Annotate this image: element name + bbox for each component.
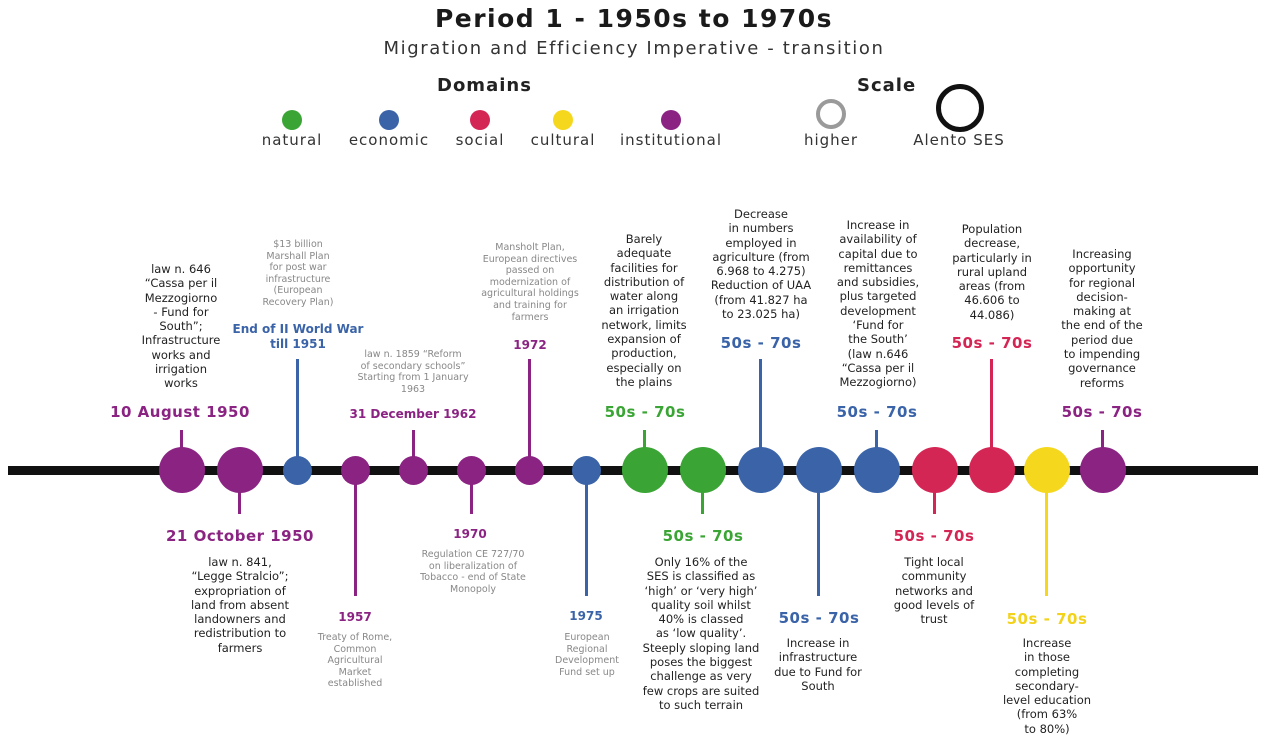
higher-scale-ring — [816, 99, 846, 129]
event-description: law n. 646 “Cassa per il Mezzogiorno - F… — [141, 262, 221, 391]
event-node-natural — [680, 447, 726, 493]
event-description: Tight local community networks and good … — [893, 555, 975, 627]
event-date: 50s - 70s — [662, 527, 744, 545]
event-date: 50s - 70s — [720, 334, 802, 352]
event-stem — [296, 359, 299, 465]
natural-legend-label: natural — [261, 131, 323, 149]
event-date: 1957 — [338, 610, 372, 624]
social-legend-label: social — [455, 131, 505, 149]
event-node-institutional — [217, 447, 263, 493]
event-date: 50s - 70s — [778, 609, 860, 627]
domains-legend-title: Domains — [437, 75, 532, 96]
event-node-social — [912, 447, 958, 493]
event-node-natural — [622, 447, 668, 493]
event-date: 50s - 70s — [604, 403, 686, 421]
event-date: 10 August 1950 — [110, 403, 250, 421]
cultural-legend-dot — [553, 110, 573, 130]
event-description: Barely adequate facilities for distribut… — [601, 232, 687, 389]
alento-ses-scale-ring — [936, 84, 984, 132]
event-stem — [470, 472, 473, 514]
event-stem — [759, 359, 762, 465]
event-node-institutional — [341, 456, 370, 485]
page-subtitle: Migration and Efficiency Imperative - tr… — [383, 38, 885, 59]
event-node-cultural — [1024, 447, 1070, 493]
event-description: Increase in availability of capital due … — [836, 218, 920, 390]
economic-legend-label: economic — [348, 131, 430, 149]
event-description: Increasing opportunity for regional deci… — [1061, 247, 1143, 390]
event-stem — [238, 472, 241, 514]
event-date: 1970 — [453, 527, 487, 541]
cultural-legend-label: cultural — [530, 131, 596, 149]
event-description: $13 billion Marshall Plan for post war i… — [262, 239, 334, 308]
event-stem — [933, 472, 936, 514]
event-stem — [1045, 472, 1048, 596]
event-node-economic — [283, 456, 312, 485]
event-stem — [412, 430, 415, 465]
event-node-economic — [854, 447, 900, 493]
event-description: Increase in those completing secondary- … — [1002, 636, 1092, 736]
event-description: European Regional Development Fund set u… — [555, 632, 619, 678]
event-date: End of II World War till 1951 — [232, 322, 364, 351]
event-stem — [585, 472, 588, 596]
page-title: Period 1 - 1950s to 1970s — [434, 4, 834, 33]
event-date: 50s - 70s — [951, 334, 1033, 352]
event-date: 1975 — [569, 609, 603, 623]
event-description: Increase in infrastructure due to Fund f… — [774, 636, 862, 693]
event-date: 50s - 70s — [1061, 403, 1143, 421]
event-node-economic — [738, 447, 784, 493]
alento-ses-scale-label: Alento SES — [913, 131, 1005, 149]
event-stem — [990, 359, 993, 465]
event-node-institutional — [1080, 447, 1126, 493]
event-stem — [817, 472, 820, 596]
event-description: law n. 841, “Legge Stralcio”; expropriat… — [190, 555, 290, 655]
social-legend-dot — [470, 110, 490, 130]
event-date: 31 December 1962 — [349, 407, 477, 421]
scale-legend-title: Scale — [857, 75, 917, 96]
event-description: Regulation CE 727/70 on liberalization o… — [420, 549, 526, 595]
event-stem — [528, 359, 531, 465]
event-description: Treaty of Rome, Common Agricultural Mark… — [317, 632, 393, 690]
institutional-legend-label: institutional — [619, 131, 723, 149]
event-node-institutional — [457, 456, 486, 485]
event-node-institutional — [515, 456, 544, 485]
event-description: Only 16% of the SES is classified as ‘hi… — [642, 555, 760, 712]
higher-scale-label: higher — [803, 131, 859, 149]
event-description: law n. 1859 “Reform of secondary schools… — [357, 349, 469, 395]
event-node-institutional — [159, 447, 205, 493]
event-node-social — [969, 447, 1015, 493]
event-date: 50s - 70s — [893, 527, 975, 545]
event-node-institutional — [399, 456, 428, 485]
event-stem — [701, 472, 704, 514]
event-date: 50s - 70s — [1006, 610, 1088, 628]
economic-legend-dot — [379, 110, 399, 130]
event-date: 50s - 70s — [836, 403, 918, 421]
event-node-economic — [572, 456, 601, 485]
event-description: Mansholt Plan, European directives passe… — [481, 242, 579, 323]
event-description: Population decrease, particularly in rur… — [952, 222, 1032, 322]
natural-legend-dot — [282, 110, 302, 130]
event-date: 1972 — [513, 338, 547, 352]
event-description: Decrease in numbers employed in agricult… — [710, 207, 812, 322]
institutional-legend-dot — [661, 110, 681, 130]
event-stem — [354, 472, 357, 596]
event-node-economic — [796, 447, 842, 493]
event-date: 21 October 1950 — [166, 527, 314, 545]
